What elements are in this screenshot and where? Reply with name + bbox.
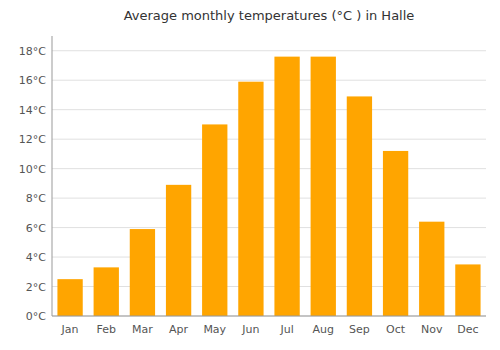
y-tick-label: 4°C <box>26 251 46 264</box>
y-tick-label: 14°C <box>19 104 46 117</box>
grid-line <box>52 50 486 51</box>
bar <box>94 267 119 316</box>
y-tick-label: 16°C <box>19 74 46 87</box>
bar <box>383 151 408 316</box>
y-tick-label: 0°C <box>26 310 46 323</box>
x-tick-label: May <box>203 323 226 336</box>
x-tick-label: Apr <box>169 323 189 336</box>
grid-line <box>52 198 486 199</box>
bar <box>57 279 82 316</box>
bars <box>57 57 480 316</box>
bar <box>238 82 263 316</box>
grid-line <box>52 80 486 81</box>
bar <box>202 124 227 316</box>
bar <box>166 185 191 316</box>
grid-line <box>52 316 486 317</box>
y-tick-label: 12°C <box>19 133 46 146</box>
chart: Average monthly temperatures (°C ) in Ha… <box>0 0 500 350</box>
grid-line <box>52 139 486 140</box>
bar <box>274 57 299 316</box>
bar <box>311 57 336 316</box>
y-tick-label: 6°C <box>26 222 46 235</box>
x-tick-label: Mar <box>132 323 153 336</box>
bar <box>419 222 444 316</box>
x-axis-line <box>52 316 486 317</box>
x-tick-label: Jul <box>279 323 293 336</box>
x-tick-label: Feb <box>97 323 116 336</box>
bar <box>130 229 155 316</box>
grid-line <box>52 109 486 110</box>
x-tick-label: Dec <box>457 323 478 336</box>
bar <box>347 96 372 316</box>
x-tick-label: Jan <box>61 323 79 336</box>
x-tick-label: Nov <box>421 323 443 336</box>
x-tick-label: Jun <box>241 323 259 336</box>
y-tick-label: 18°C <box>19 45 46 58</box>
y-tick-label: 8°C <box>26 192 46 205</box>
y-tick-label: 2°C <box>26 281 46 294</box>
y-axis-line <box>52 36 53 316</box>
x-tick-label: Oct <box>386 323 406 336</box>
x-tick-label: Sep <box>349 323 370 336</box>
y-tick-label: 10°C <box>19 163 46 176</box>
title: Average monthly temperatures (°C ) in Ha… <box>124 8 415 23</box>
bar <box>455 264 480 316</box>
x-tick-label: Aug <box>313 323 334 336</box>
grid-line <box>52 168 486 169</box>
